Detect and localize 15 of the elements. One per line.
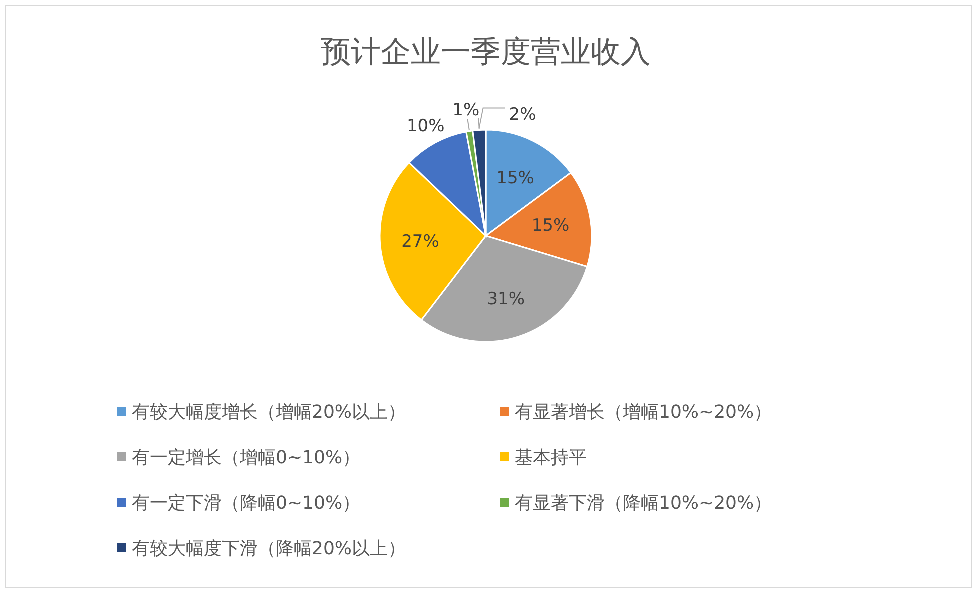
data-label: 1% [452,100,480,121]
legend-label: 有显著下滑（降幅10%~20%） [515,493,772,514]
legend-label: 有较大幅度下滑（降幅20%以上） [132,538,406,560]
data-label: 10% [406,116,445,136]
legend-label: 有较大幅度增长（增幅20%以上） [132,402,406,423]
legend-label: 有一定下滑（降幅0~10%） [132,493,361,514]
data-label: 2% [509,105,536,126]
data-label: 31% [487,290,526,310]
legend-label: 基本持平 [515,448,587,468]
data-label: 15% [532,216,570,236]
data-label: 15% [496,168,534,188]
legend-label: 有显著增长（增幅10%~20%） [515,402,772,423]
chart-title: 预计企业一季度营业收入 [321,35,651,70]
legend-label: 有一定增长（增幅0~10%） [132,448,361,468]
data-label: 27% [402,232,440,252]
